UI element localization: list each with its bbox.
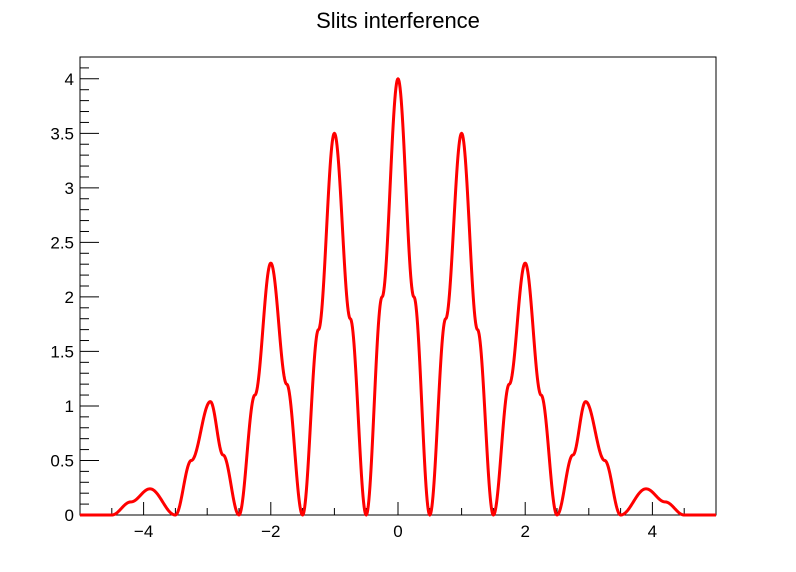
y-tick-label: 1.5 <box>50 342 74 361</box>
ticks-group <box>79 56 717 516</box>
x-tick-label: 4 <box>648 522 657 541</box>
y-tick-label: 2 <box>65 288 74 307</box>
y-tick-label: 2.5 <box>50 233 74 252</box>
y-tick-label: 0.5 <box>50 451 74 470</box>
axes-group <box>79 56 717 516</box>
plot-frame <box>79 56 717 516</box>
series-curve <box>79 77 717 517</box>
y-tick-label: 0 <box>65 506 74 525</box>
x-tick-label: −2 <box>261 522 280 541</box>
x-tick-label: 0 <box>393 522 402 541</box>
y-tick-label: 1 <box>65 397 74 416</box>
x-tick-label: 2 <box>520 522 529 541</box>
y-tick-label: 4 <box>65 70 74 89</box>
y-tick-label: 3.5 <box>50 124 74 143</box>
tick-labels-group: −4 −2 0 2 4 0 0.5 1 1.5 2 2.5 3 3.5 4 <box>50 70 657 541</box>
x-tick-label: −4 <box>134 522 153 541</box>
chart-title: Slits interference <box>316 8 480 33</box>
y-tick-label: 3 <box>65 179 74 198</box>
